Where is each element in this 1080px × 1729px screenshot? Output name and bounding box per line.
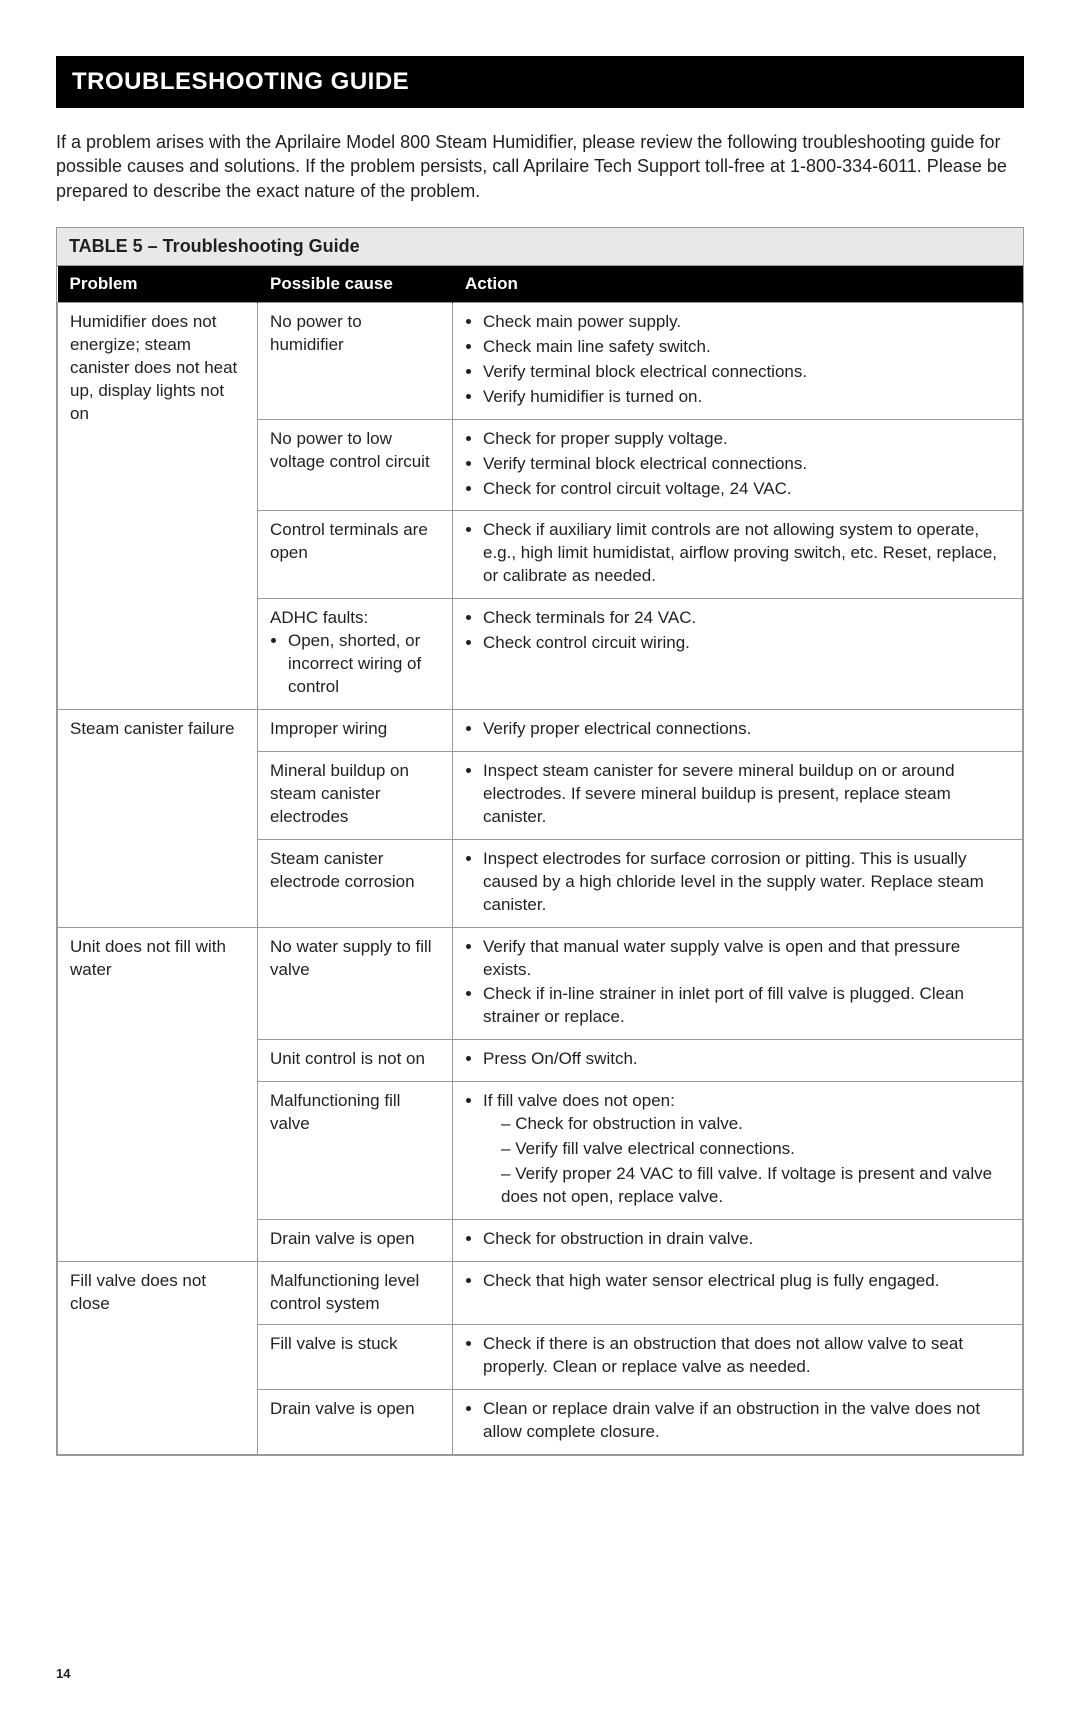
table-row: Steam canister failureImproper wiringVer…: [58, 710, 1023, 752]
table-row: Humidifier does not energize; steam cani…: [58, 302, 1023, 419]
action-item: If fill valve does not open:Check for ob…: [483, 1090, 1010, 1209]
action-cell: Check if there is an obstruction that do…: [453, 1324, 1023, 1389]
page-number: 14: [56, 1666, 1024, 1681]
table-caption: TABLE 5 – Troubleshooting Guide: [57, 228, 1023, 266]
cause-cell: No power to low voltage control circuit: [258, 419, 453, 511]
action-item: Check for control circuit voltage, 24 VA…: [483, 478, 1010, 501]
problem-cell: Unit does not fill with water: [58, 927, 258, 1261]
action-item: Check if in-line strainer in inlet port …: [483, 983, 1010, 1029]
col-header-action: Action: [453, 266, 1023, 303]
cause-cell: Steam canister electrode corrosion: [258, 839, 453, 927]
action-subitem: Verify fill valve electrical connections…: [501, 1138, 1010, 1161]
problem-cell: Fill valve does not close: [58, 1261, 258, 1454]
cause-cell: Control terminals are open: [258, 511, 453, 599]
action-item: Check for proper supply voltage.: [483, 428, 1010, 451]
action-subitem: Verify proper 24 VAC to fill valve. If v…: [501, 1163, 1010, 1209]
col-header-cause: Possible cause: [258, 266, 453, 303]
action-item: Verify terminal block electrical connect…: [483, 453, 1010, 476]
cause-cell: No power to humidifier: [258, 302, 453, 419]
cause-cell: Malfunctioning fill valve: [258, 1082, 453, 1220]
problem-cell: Humidifier does not energize; steam cani…: [58, 302, 258, 709]
action-subitem: Check for obstruction in valve.: [501, 1113, 1010, 1136]
action-item: Verify that manual water supply valve is…: [483, 936, 1010, 982]
table-row: Unit does not fill with waterNo water su…: [58, 927, 1023, 1040]
cause-cell: Malfunctioning level control system: [258, 1261, 453, 1324]
action-cell: Verify proper electrical connections.: [453, 710, 1023, 752]
action-item: Check terminals for 24 VAC.: [483, 607, 1010, 630]
troubleshooting-table-wrap: TABLE 5 – Troubleshooting Guide Problem …: [56, 227, 1024, 1456]
table-header-row: Problem Possible cause Action: [58, 266, 1023, 303]
action-cell: Check main power supply.Check main line …: [453, 302, 1023, 419]
col-header-problem: Problem: [58, 266, 258, 303]
cause-cell: Unit control is not on: [258, 1040, 453, 1082]
action-item: Verify terminal block electrical connect…: [483, 361, 1010, 384]
page-title: TROUBLESHOOTING GUIDE: [56, 56, 1024, 108]
action-cell: If fill valve does not open:Check for ob…: [453, 1082, 1023, 1220]
action-item: Clean or replace drain valve if an obstr…: [483, 1398, 1010, 1444]
troubleshooting-table: Problem Possible cause Action Humidifier…: [57, 266, 1023, 1455]
action-cell: Check for proper supply voltage.Verify t…: [453, 419, 1023, 511]
action-cell: Press On/Off switch.: [453, 1040, 1023, 1082]
cause-cell: No water supply to fill valve: [258, 927, 453, 1040]
action-item: Press On/Off switch.: [483, 1048, 1010, 1071]
cause-cell: Mineral buildup on steam canister electr…: [258, 751, 453, 839]
cause-cell: Fill valve is stuck: [258, 1324, 453, 1389]
action-item: Check that high water sensor electrical …: [483, 1270, 1010, 1293]
action-item: Check main line safety switch.: [483, 336, 1010, 359]
action-cell: Check that high water sensor electrical …: [453, 1261, 1023, 1324]
action-cell: Check if auxiliary limit controls are no…: [453, 511, 1023, 599]
action-item: Check control circuit wiring.: [483, 632, 1010, 655]
action-item: Check if auxiliary limit controls are no…: [483, 519, 1010, 588]
table-row: Fill valve does not closeMalfunctioning …: [58, 1261, 1023, 1324]
problem-cell: Steam canister failure: [58, 710, 258, 928]
action-item: Check if there is an obstruction that do…: [483, 1333, 1010, 1379]
cause-cell: ADHC faults:Open, shorted, or incorrect …: [258, 599, 453, 710]
action-cell: Check terminals for 24 VAC.Check control…: [453, 599, 1023, 710]
action-cell: Inspect electrodes for surface corrosion…: [453, 839, 1023, 927]
action-item: Verify humidifier is turned on.: [483, 386, 1010, 409]
action-item: Inspect steam canister for severe minera…: [483, 760, 1010, 829]
intro-paragraph: If a problem arises with the Aprilaire M…: [56, 130, 1024, 203]
cause-cell: Improper wiring: [258, 710, 453, 752]
action-item: Verify proper electrical connections.: [483, 718, 1010, 741]
cause-cell: Drain valve is open: [258, 1389, 453, 1454]
action-item: Check for obstruction in drain valve.: [483, 1228, 1010, 1251]
action-cell: Verify that manual water supply valve is…: [453, 927, 1023, 1040]
action-cell: Clean or replace drain valve if an obstr…: [453, 1389, 1023, 1454]
cause-cell: Drain valve is open: [258, 1219, 453, 1261]
action-cell: Check for obstruction in drain valve.: [453, 1219, 1023, 1261]
cause-sub-item: Open, shorted, or incorrect wiring of co…: [288, 630, 440, 699]
action-item: Inspect electrodes for surface corrosion…: [483, 848, 1010, 917]
action-cell: Inspect steam canister for severe minera…: [453, 751, 1023, 839]
action-item: Check main power supply.: [483, 311, 1010, 334]
